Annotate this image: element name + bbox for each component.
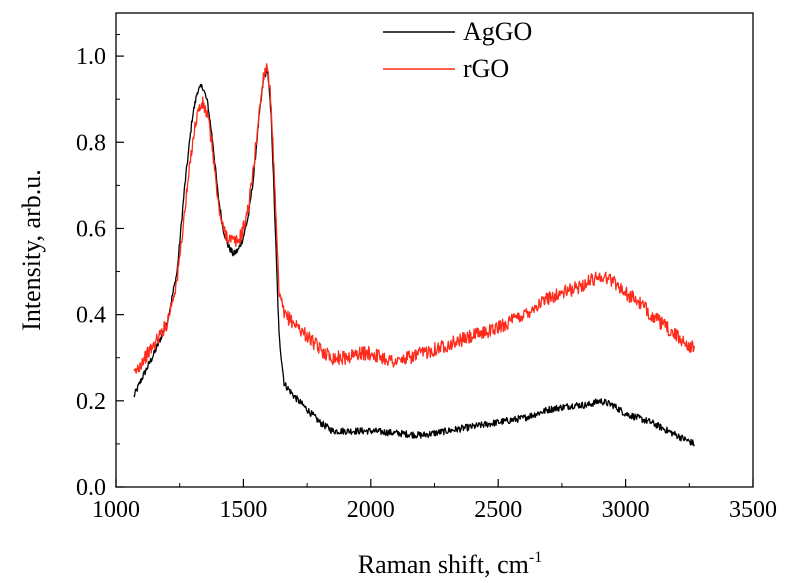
series-line-rgo xyxy=(133,63,696,374)
legend-label-rgo: rGO xyxy=(463,54,509,83)
y-tick-label: 0.6 xyxy=(76,216,106,242)
tick-labels-layer: 1000 1500 2000 2500 3000 3500 0.0 0.2 0.4 0.6 0.8 1… xyxy=(76,44,777,523)
x-axis-title-superscript: -1 xyxy=(529,549,542,566)
series-layer xyxy=(133,63,696,447)
ticks-layer xyxy=(115,34,754,488)
y-tick-label: 1.0 xyxy=(76,44,106,70)
x-tick-label: 3500 xyxy=(729,497,777,523)
y-tick-label: 0.0 xyxy=(76,475,106,501)
x-axis-title: Raman shift, cm-1 xyxy=(358,549,542,579)
x-tick-label: 3000 xyxy=(602,497,650,523)
legend: AgGO rGO xyxy=(383,17,532,83)
x-tick-label: 1500 xyxy=(219,497,267,523)
x-tick-label: 2000 xyxy=(347,497,395,523)
x-tick-label: 2500 xyxy=(474,497,522,523)
x-tick-label: 1000 xyxy=(92,497,140,523)
y-tick-label: 0.4 xyxy=(76,303,106,329)
y-tick-label: 0.2 xyxy=(76,389,106,415)
y-tick-label: 0.8 xyxy=(76,130,106,156)
x-axis-title-main: Raman shift, cm xyxy=(358,550,529,579)
series-line-aggo xyxy=(133,68,695,447)
legend-label-aggo: AgGO xyxy=(463,17,532,46)
y-axis-title: Intensity, arb.u. xyxy=(17,169,46,331)
